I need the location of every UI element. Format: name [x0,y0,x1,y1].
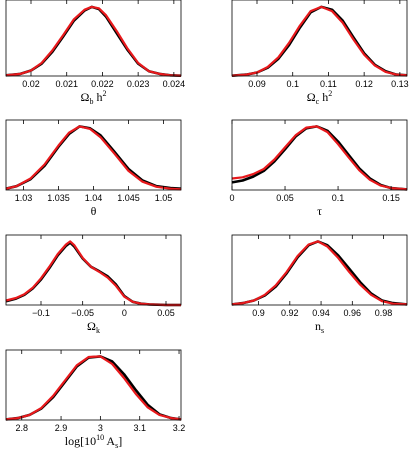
panel-6: 0.9 0.92 0.94 0.96 0.98 ns​ [231,234,408,335]
panel-frame [231,119,408,191]
x-tick-label: 0.9 [252,308,265,318]
x-axis-label: τ [317,204,322,218]
panel-frame [231,234,408,306]
x-tick-label: 1.03 [15,193,33,203]
x-tick-label: 0.1 [332,193,345,203]
panel-3: 1.03 1.035 1.04 1.045 1.05 θ [5,119,182,218]
x-tick-label: 0.05 [276,193,294,203]
black-curve-panel-3 [5,125,182,190]
x-axis-label: log[1010​ As​] [65,433,122,450]
panel-1: 0.02 0.021 0.022 0.023 0.024 Ωb​ h2​ [5,0,186,106]
black-curve-panel-2 [231,5,408,77]
black-curve-panel-5 [5,241,181,307]
x-tick-label: 0.021 [55,79,78,89]
panel-2: 0.09 0.1 0.11 0.12 0.13 Ωc​ h2​ [231,0,409,106]
panel-frame [5,0,182,77]
black-curve-panel-6 [231,240,408,306]
x-tick-label: 3.1 [133,423,146,433]
black-curve-panel-4 [231,125,408,191]
x-axis-label: Ωk​ [87,319,100,335]
x-tick-label: 0.98 [375,308,393,318]
x-tick-label: 2.9 [55,423,68,433]
red-curve-panel-3 [5,125,182,191]
x-axis-label: ns​ [315,319,324,335]
panel-7: 2.8 2.9 3 3.1 3.2 log[1010​ As​] [5,349,186,450]
panel-frame [231,0,408,77]
red-curve-panel-1 [5,5,182,77]
x-tick-label: 2.8 [15,423,28,433]
x-tick-label: 0.02 [22,79,40,89]
x-tick-label: 0.11 [320,79,337,89]
x-tick-label: 3.2 [173,423,186,433]
x-axis-label: Ωc​ h2​ [307,89,332,106]
x-axis-label: Ωb​ h2​ [81,89,107,106]
panel-5: −0.1 −0.05 0 0.05 Ωk​ [5,234,182,335]
x-tick-label: 0 [122,308,127,318]
red-curve-panel-4 [231,125,408,191]
red-curve-panel-7 [5,355,182,421]
x-tick-label: −0.05 [71,308,94,318]
x-tick-label: 0.15 [382,193,400,203]
panel-4: 0 0.05 0.1 0.15 τ [229,119,408,218]
red-curve-panel-2 [231,5,408,77]
black-curve-panel-7 [5,355,182,421]
x-tick-label: 0.96 [344,308,362,318]
x-tick-label: 0.09 [248,79,266,89]
x-tick-label: 0.024 [163,79,186,89]
x-tick-label: 0.12 [355,79,373,89]
x-tick-label: 1.045 [117,193,140,203]
red-curve-panel-5 [5,240,181,307]
x-tick-label: 0 [229,193,234,203]
x-tick-label: 1.035 [47,193,70,203]
x-tick-label: −0.1 [32,308,50,318]
x-tick-label: 0.1 [286,79,299,89]
x-tick-label: 1.04 [85,193,103,203]
x-tick-label: 0.13 [391,79,409,89]
x-tick-label: 0.023 [127,79,150,89]
x-tick-label: 0.92 [281,308,299,318]
x-tick-label: 0.022 [91,79,114,89]
x-axis-label: θ [91,204,97,218]
panel-frame [5,234,182,306]
x-tick-label: 3 [98,423,103,433]
red-curve-panel-6 [231,240,408,306]
x-tick-label: 1.05 [155,193,173,203]
panel-frame [5,349,182,421]
black-curve-panel-1 [5,5,182,77]
x-tick-label: 0.94 [312,308,330,318]
x-tick-label: 0.05 [157,308,175,318]
